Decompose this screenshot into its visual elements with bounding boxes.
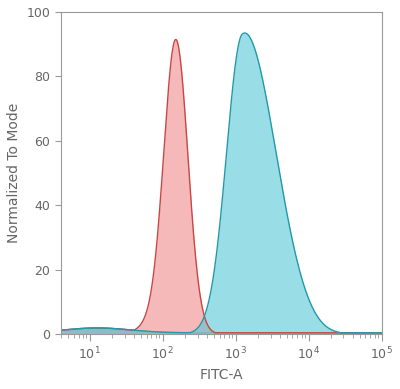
X-axis label: FITC-A: FITC-A xyxy=(199,368,243,382)
Y-axis label: Normalized To Mode: Normalized To Mode xyxy=(7,103,21,243)
